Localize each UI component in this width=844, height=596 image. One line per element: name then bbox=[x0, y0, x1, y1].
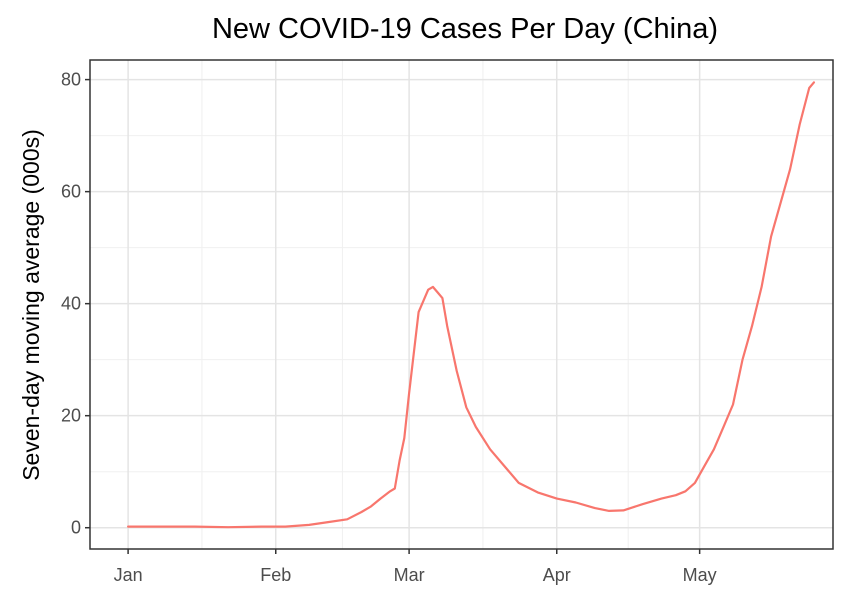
plot-border bbox=[89, 59, 834, 550]
chart-title: New COVID-19 Cases Per Day (China) bbox=[212, 13, 718, 45]
x-tick-label: May bbox=[683, 565, 717, 585]
series-line bbox=[127, 81, 816, 529]
y-axis-title: Seven-day moving average (000s) bbox=[18, 129, 44, 481]
y-tick-label: 0 bbox=[71, 518, 81, 538]
x-tick-label: Feb bbox=[260, 565, 291, 585]
plot-background bbox=[90, 60, 833, 549]
x-tick-label: Mar bbox=[394, 565, 425, 585]
x-tick-label: Jan bbox=[114, 565, 143, 585]
y-tick-label: 60 bbox=[61, 182, 81, 202]
y-tick-label: 40 bbox=[61, 294, 81, 314]
x-tick-label: Apr bbox=[543, 565, 571, 585]
y-tick-label: 80 bbox=[61, 70, 81, 90]
y-tick-label: 20 bbox=[61, 406, 81, 426]
plot-area: 0 20 40 60 80 Jan Feb Mar Apr May bbox=[61, 59, 834, 585]
